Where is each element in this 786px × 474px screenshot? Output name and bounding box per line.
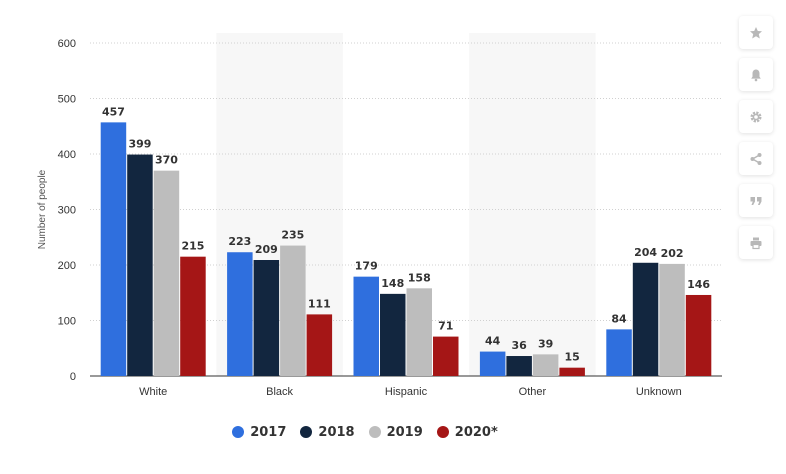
data-label: 36 [511,339,527,352]
legend-label: 2017 [250,424,287,440]
bar-2019-black [280,245,306,376]
bar-2017-white [100,122,127,377]
legend-marker [300,426,313,438]
bar-2018-hispanic [380,293,406,376]
y-tick-label: 0 [70,371,76,383]
y-tick-label: 400 [58,149,76,161]
gear-icon [750,110,762,123]
legend-label: 2018 [318,424,355,440]
data-label: 111 [308,297,331,310]
favorite-button[interactable] [739,16,773,49]
bar-2017-black [227,252,253,376]
y-tick-label: 600 [58,38,76,50]
x-tick-label: Other [519,386,547,398]
print-button[interactable] [739,226,773,259]
data-label: 223 [228,235,251,248]
data-label: 39 [538,337,553,350]
legend-label: 2020* [454,424,498,440]
chart-area: 0 100 200 300 400 500 600 Number of people 457 39… [0,33,730,443]
side-toolbar [739,16,773,259]
settings-button[interactable] [739,100,773,133]
data-label: 399 [128,138,151,151]
y-tick-label: 100 [58,316,76,328]
bar-2018-black [253,260,280,376]
cite-button[interactable] [739,184,773,217]
bar-2020-black [306,314,333,376]
bar-2018-white [127,154,153,376]
data-label: 215 [181,240,204,253]
bar-2019-hispanic [406,288,432,376]
legend-item[interactable]: 2018 [300,424,355,440]
x-tick-label: Black [266,386,293,398]
data-label: 148 [381,277,404,290]
bar-2019-unknown [659,263,685,376]
data-label: 204 [634,246,657,259]
legend-marker [368,426,381,438]
data-label: 209 [255,243,278,256]
bar-2018-other [506,356,532,376]
legend-item[interactable]: 2020* [436,424,498,440]
category-band [469,33,596,376]
legend-marker [232,426,245,438]
data-label: 370 [155,154,178,167]
x-tick-label: White [139,386,167,398]
bar-2019-other [532,354,559,376]
bar-2020-other [559,367,585,376]
data-label: 15 [564,351,579,364]
bar-2018-unknown [632,262,659,376]
data-label: 146 [687,278,710,291]
bar-2020-hispanic [433,336,459,376]
bar-2020-white [180,256,206,376]
legend-item[interactable]: 2017 [232,425,286,440]
data-label: 84 [611,312,627,325]
share-button[interactable] [739,142,773,175]
y-tick-label: 500 [58,94,76,106]
bar-2017-other [479,351,506,376]
data-label: 44 [485,335,501,348]
legend-marker [436,426,449,438]
y-axis-title: Number of people [37,169,48,249]
bar-chart: 0 100 200 300 400 500 600 Number of people 457 39… [37,33,722,398]
legend-label: 2019 [386,424,423,440]
data-label: 71 [438,320,453,333]
quote-icon [750,196,762,205]
data-label: 235 [281,229,304,242]
y-tick-label: 200 [58,260,76,272]
data-label: 179 [355,260,378,273]
y-tick-label: 300 [58,205,76,217]
bell-icon [751,69,761,81]
legend: 2017 2018 2019 2020* [0,421,730,443]
bar-2017-unknown [606,329,632,376]
bar-2019-white [153,170,180,376]
data-label: 158 [408,271,431,284]
star-icon [750,26,762,38]
x-tick-label: Hispanic [385,386,428,398]
share-icon [750,152,762,165]
data-label: 202 [661,247,684,260]
notification-button[interactable] [739,58,773,91]
print-icon [750,237,762,249]
data-label: 457 [102,105,125,118]
bar-2020-unknown [685,294,712,376]
legend-item[interactable]: 2019 [368,424,423,440]
x-tick-label: Unknown [636,386,682,398]
bar-2017-hispanic [353,276,379,376]
